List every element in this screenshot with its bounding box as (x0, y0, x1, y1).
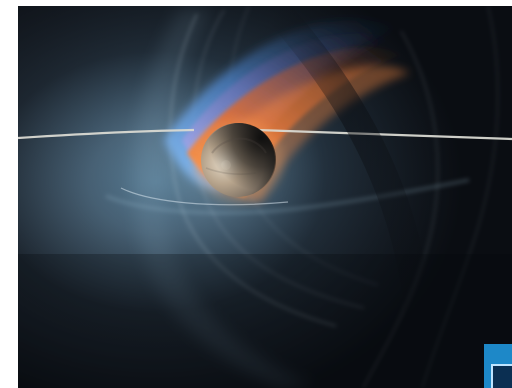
outer-sheath (133, 9, 317, 388)
lower-shadow (18, 254, 512, 388)
planet-night-side (202, 123, 276, 197)
lower-orbit-line (120, 187, 289, 206)
dark-band-right (262, 6, 434, 388)
sheath-line-right (362, 30, 439, 388)
sheath-line-1 (169, 13, 337, 327)
planet-surface-band-2 (205, 167, 257, 175)
space-illustration (18, 6, 512, 388)
corner-logo-box (491, 364, 512, 388)
sheath-line-edge (421, 6, 499, 388)
orbit-line-left (18, 128, 195, 140)
space-scene (18, 6, 512, 388)
planet-surface-band-1 (211, 137, 267, 154)
corner-logo (484, 344, 512, 388)
lower-orbit-glow (105, 178, 470, 215)
planet-highlight (221, 160, 231, 170)
